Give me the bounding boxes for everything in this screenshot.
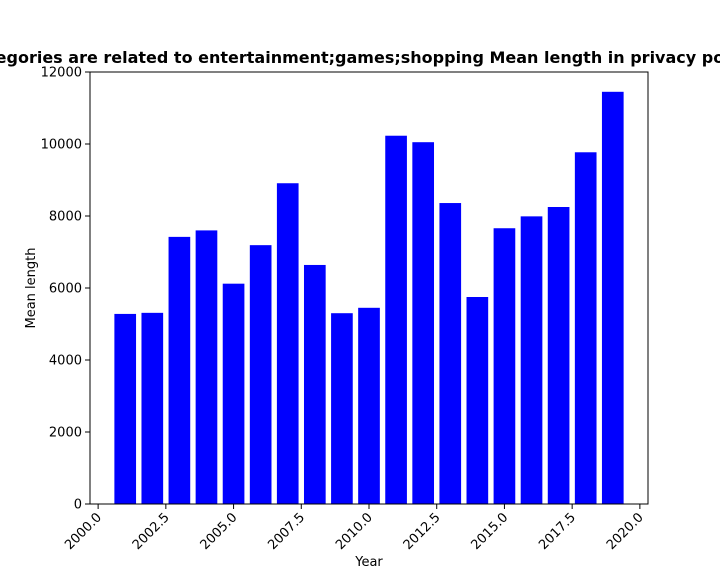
bar-2008 [303, 264, 326, 504]
bar-2006 [249, 245, 272, 504]
x-tick-label: 2017.5 [536, 510, 579, 553]
x-tick-label: 2007.5 [265, 510, 308, 553]
y-tick-label: 0 [74, 498, 82, 513]
bar-2014 [466, 297, 489, 504]
x-tick-label: 2020.0 [604, 510, 647, 553]
y-axis: 0 2000 4000 6000 8000 10000 12000 [41, 66, 90, 513]
bar-2009 [331, 313, 353, 504]
y-tick-label: 8000 [49, 210, 82, 225]
x-tick-label: 2012.5 [401, 510, 444, 553]
x-tick-label: 2015.0 [468, 510, 511, 553]
bar-2015 [493, 228, 516, 505]
y-tick-label: 6000 [49, 282, 82, 297]
x-tick-label: 2000.0 [62, 510, 105, 553]
x-tick-label: 2010.0 [333, 510, 376, 553]
x-axis: 2000.0 2002.5 2005.0 2007.5 2010.0 2012.5 2015… [62, 504, 647, 553]
bar-2018 [574, 152, 597, 504]
bar-2016 [520, 216, 543, 505]
x-tick-label: 2002.5 [130, 510, 173, 553]
x-tick-label: 2005.0 [198, 510, 241, 553]
bar-2005 [222, 283, 245, 504]
bar-2012 [412, 142, 435, 504]
bar-2007 [276, 183, 299, 505]
bar-2002 [141, 312, 164, 504]
y-axis-label: Mean length [24, 248, 39, 329]
bar-2001 [114, 313, 137, 504]
y-tick-label: 2000 [49, 426, 82, 441]
bars-group [114, 91, 624, 505]
bar-2004 [195, 230, 218, 504]
bar-2010 [358, 307, 380, 504]
bar-2019 [601, 91, 624, 505]
y-tick-label: 12000 [41, 66, 82, 81]
bar-2017 [547, 207, 570, 504]
bar-2013 [439, 203, 462, 505]
chart-title: Categories are related to entertainment;… [0, 48, 720, 67]
x-axis-label: Year [354, 555, 383, 570]
bar-2003 [168, 236, 191, 504]
y-tick-label: 4000 [49, 354, 82, 369]
y-tick-label: 10000 [41, 138, 82, 153]
bar-2011 [385, 135, 407, 504]
